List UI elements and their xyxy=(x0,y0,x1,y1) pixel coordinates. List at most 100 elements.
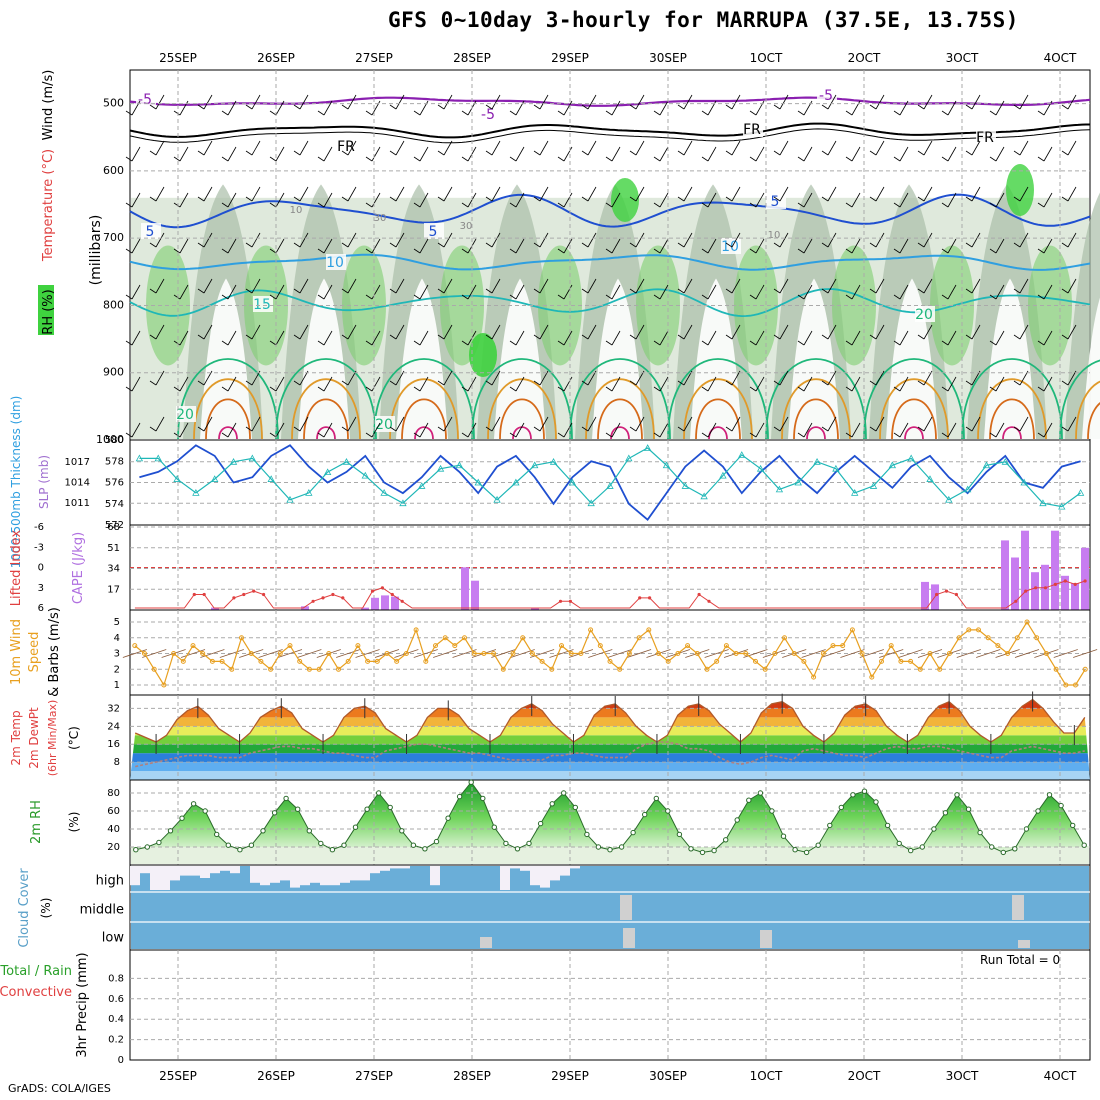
wind-barb xyxy=(797,156,805,162)
wind-barb xyxy=(1073,649,1098,658)
label-bg xyxy=(976,129,996,145)
wind-barb xyxy=(755,284,765,300)
wind-barb xyxy=(581,426,589,432)
wind-barb xyxy=(395,416,405,432)
rh-point xyxy=(827,822,833,829)
wind-barb xyxy=(297,649,322,658)
wind-speed-point xyxy=(268,666,274,672)
wind-barb xyxy=(923,278,933,294)
date-label-bottom: 30SEP xyxy=(649,1069,687,1083)
wind-barb xyxy=(917,380,925,386)
wind-speed-point xyxy=(403,651,409,656)
wind-barb xyxy=(539,94,549,110)
axis-label: (°C) xyxy=(67,726,81,750)
rh-point xyxy=(514,846,521,852)
wind-barb xyxy=(879,649,904,658)
rh-point xyxy=(584,831,590,838)
wind-barb xyxy=(749,202,757,208)
wind-barb xyxy=(845,202,853,208)
cloud-high-bar xyxy=(210,866,220,874)
tick-label: 1017 xyxy=(65,457,90,468)
wind-barb xyxy=(629,426,637,432)
wind-barb xyxy=(989,110,997,116)
wind-barb xyxy=(923,140,933,156)
wind-barb xyxy=(155,94,165,110)
wind-barb xyxy=(125,386,133,392)
rh-point xyxy=(133,847,139,853)
wind-barb xyxy=(581,150,589,156)
wind-barb xyxy=(797,294,805,300)
wind-barb xyxy=(629,288,637,294)
wind-barb xyxy=(731,232,741,248)
slp-point xyxy=(361,471,369,479)
wind-barb xyxy=(965,196,973,202)
wind-barb xyxy=(557,432,565,438)
wind-speed-point xyxy=(336,666,341,672)
cloud-high-bar xyxy=(350,866,360,881)
wind-barb xyxy=(803,376,813,392)
wind-barb xyxy=(1013,104,1021,110)
wind-speed-point xyxy=(306,666,312,672)
rh-point xyxy=(989,844,995,850)
wind-barb xyxy=(659,100,669,116)
isotherm-line xyxy=(205,398,251,440)
wind-barb xyxy=(875,186,885,202)
wind-barb xyxy=(755,100,765,116)
wind-barb xyxy=(317,248,325,254)
wind-barb xyxy=(1043,422,1053,438)
isotherm-line xyxy=(291,378,361,440)
wind-barb xyxy=(467,284,477,300)
label-bg xyxy=(424,223,444,239)
wind-barb xyxy=(779,140,789,156)
wind-barb xyxy=(587,232,597,248)
wind-barb xyxy=(131,330,141,346)
cloud-bar xyxy=(1018,940,1030,948)
temp-band xyxy=(130,735,1090,745)
wind-barb xyxy=(275,146,285,162)
isotherm-line xyxy=(499,398,545,440)
wind-barb xyxy=(995,146,1005,162)
wind-barb xyxy=(293,242,301,248)
wind-barb xyxy=(413,110,421,116)
slp-point xyxy=(907,454,915,462)
tick-label: 0.6 xyxy=(108,994,124,1005)
wind-speed-point xyxy=(1082,666,1088,672)
wind-barb xyxy=(587,186,597,202)
wind-barb xyxy=(251,140,261,156)
wind-barb xyxy=(635,416,645,432)
wind-barb xyxy=(131,422,141,438)
cloud-high-bar xyxy=(520,866,530,871)
wind-barb xyxy=(323,238,333,254)
wind-speed-point xyxy=(694,651,700,656)
wind-barb xyxy=(347,232,357,248)
wind-barb xyxy=(701,202,709,208)
wind-barb xyxy=(203,232,213,248)
wind-barb xyxy=(131,146,141,162)
wind-barb xyxy=(485,104,493,110)
wind-barb xyxy=(611,146,621,162)
wind-barb xyxy=(179,100,189,116)
rh-point xyxy=(873,799,879,805)
wind-barb xyxy=(821,334,829,340)
cloud-high-bar xyxy=(270,866,280,883)
wind-barb xyxy=(797,432,805,438)
isotherm-line xyxy=(977,378,1047,440)
dewpt-line xyxy=(135,741,1085,768)
wind-barb xyxy=(701,294,709,300)
wind-barb xyxy=(389,150,397,156)
rh-point xyxy=(352,824,359,830)
wind-barb xyxy=(258,649,283,658)
rh-legend-swatch xyxy=(38,285,54,335)
wind-barb xyxy=(347,94,357,110)
wind-barb xyxy=(725,150,733,156)
isotherm-label: 15 xyxy=(253,297,271,313)
wind-barb xyxy=(355,649,380,658)
wind-barb xyxy=(893,432,901,438)
wind-barb xyxy=(269,110,277,116)
slp-point xyxy=(775,485,784,493)
wind-barb xyxy=(731,278,741,294)
wind-barb xyxy=(1061,104,1069,110)
wind-barb xyxy=(677,288,685,294)
cape-bar xyxy=(1011,557,1019,610)
cloud-high-bar xyxy=(300,866,310,886)
